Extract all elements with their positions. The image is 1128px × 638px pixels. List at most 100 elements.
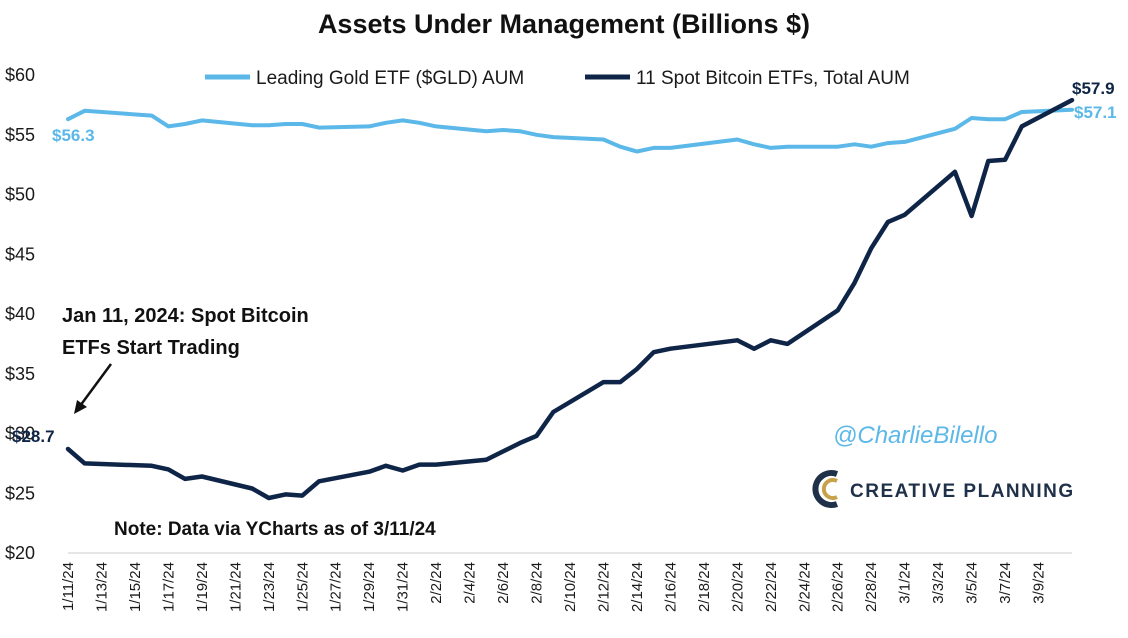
data-note: Note: Data via YCharts as of 3/11/24	[114, 519, 436, 540]
data-point-gold-etf	[166, 124, 170, 128]
annotation-arrow-icon	[74, 363, 113, 414]
x-tick-label: 2/18/24	[696, 562, 713, 612]
y-tick-label: $40	[5, 304, 35, 324]
bitcoin-start-label: $28.7	[12, 427, 55, 446]
x-tick-label: 1/19/24	[194, 562, 211, 612]
data-point-bitcoin-etfs	[83, 461, 87, 465]
y-tick-label: $60	[5, 65, 35, 85]
data-point-bitcoin-etfs	[769, 338, 773, 342]
y-axis: $20 $25 $30 $35 $40 $45 $50 $55 $60	[5, 65, 35, 563]
data-point-bitcoin-etfs	[401, 469, 405, 472]
data-point-gold-etf	[853, 142, 856, 146]
data-point-gold-etf	[518, 129, 522, 133]
data-point-gold-etf	[250, 123, 254, 127]
x-tick-label: 1/13/24	[93, 562, 110, 612]
data-point-bitcoin-etfs	[535, 434, 538, 438]
data-point-bitcoin-etfs	[300, 494, 304, 498]
data-point-bitcoin-etfs	[970, 214, 974, 218]
x-tick-label: 2/22/24	[763, 562, 780, 612]
data-point-gold-etf	[602, 138, 605, 141]
data-point-gold-etf	[635, 150, 639, 153]
data-point-gold-etf	[652, 146, 656, 150]
data-point-bitcoin-etfs	[183, 477, 187, 481]
data-point-bitcoin-etfs	[752, 347, 756, 351]
data-point-gold-etf	[401, 118, 405, 122]
x-tick-label: 3/7/24	[997, 562, 1014, 604]
x-tick-label: 1/31/24	[395, 562, 412, 612]
x-tick-label: 1/29/24	[361, 562, 378, 612]
data-point-bitcoin-etfs	[836, 308, 840, 312]
data-point-bitcoin-etfs	[417, 463, 421, 467]
legend: Leading Gold ETF ($GLD) AUM 11 Spot Bitc…	[205, 68, 910, 89]
data-point-bitcoin-etfs	[602, 380, 605, 384]
x-tick-label: 1/11/24	[60, 562, 77, 611]
x-tick-label: 2/14/24	[629, 562, 646, 612]
data-point-bitcoin-etfs	[652, 350, 656, 354]
creative-planning-logo-icon	[812, 470, 839, 508]
data-point-bitcoin-etfs	[668, 347, 672, 351]
x-tick-label: 2/10/24	[562, 562, 579, 612]
data-point-bitcoin-etfs	[317, 479, 321, 483]
data-point-gold-etf	[986, 117, 990, 121]
data-point-gold-etf	[434, 124, 438, 128]
data-point-bitcoin-etfs	[1070, 98, 1074, 102]
legend-label-gold: Leading Gold ETF ($GLD) AUM	[256, 68, 524, 89]
data-point-gold-etf	[551, 135, 555, 139]
data-point-bitcoin-etfs	[886, 220, 890, 224]
y-tick-label: $35	[5, 364, 35, 384]
data-point-bitcoin-etfs	[150, 464, 154, 468]
data-point-bitcoin-etfs	[200, 475, 204, 478]
data-point-gold-etf	[417, 121, 421, 125]
data-point-bitcoin-etfs	[284, 492, 287, 496]
data-point-gold-etf	[384, 121, 388, 125]
data-point-gold-etf	[618, 145, 622, 149]
data-point-bitcoin-etfs	[1003, 158, 1007, 162]
data-point-gold-etf	[150, 114, 154, 118]
data-point-bitcoin-etfs	[434, 463, 438, 467]
data-point-gold-etf	[886, 141, 890, 145]
x-axis: 1/11/24 1/13/24 1/15/24 1/17/24 1/19/24 1/21/…	[60, 552, 1072, 612]
data-point-bitcoin-etfs	[786, 342, 789, 346]
gold-end-label: $57.1	[1074, 103, 1117, 122]
x-tick-label: 3/5/24	[964, 562, 981, 604]
data-point-bitcoin-etfs	[501, 449, 505, 453]
data-point-gold-etf	[836, 145, 840, 149]
annotation: Jan 11, 2024: Spot Bitcoin ETFs Start Tr…	[62, 305, 309, 414]
data-point-gold-etf	[267, 123, 271, 127]
data-point-gold-etf	[66, 117, 70, 121]
data-point-bitcoin-etfs	[267, 496, 271, 500]
series-layer	[65, 97, 1075, 501]
x-tick-label: 1/27/24	[328, 562, 345, 612]
y-tick-label: $30	[5, 424, 35, 444]
data-point-bitcoin-etfs	[166, 467, 170, 471]
gold-start-label: $56.3	[52, 126, 95, 145]
x-tick-label: 2/28/24	[863, 562, 880, 612]
data-point-gold-etf	[752, 142, 756, 146]
data-point-bitcoin-etfs	[66, 447, 70, 451]
data-point-bitcoin-etfs	[250, 487, 254, 490]
data-point-bitcoin-etfs	[903, 213, 907, 217]
data-point-gold-etf	[284, 122, 287, 126]
x-tick-label: 2/8/24	[529, 562, 546, 604]
y-tick-label: $25	[5, 483, 35, 503]
company-name: CREATIVE PLANNING	[850, 481, 1075, 502]
x-tick-label: 3/1/24	[897, 562, 914, 604]
x-tick-label: 1/25/24	[294, 562, 311, 612]
data-point-gold-etf	[535, 133, 538, 137]
data-point-bitcoin-etfs	[869, 246, 873, 250]
legend-label-bitcoin: 11 Spot Bitcoin ETFs, Total AUM	[636, 68, 910, 89]
data-point-gold-etf	[735, 138, 739, 141]
y-tick-label: $45	[5, 244, 35, 264]
data-point-gold-etf	[786, 145, 789, 149]
data-point-bitcoin-etfs	[953, 170, 957, 174]
twitter-handle: @CharlieBilello	[833, 422, 997, 449]
y-tick-label: $20	[5, 543, 35, 563]
series-line-gold-etf	[66, 107, 1074, 154]
data-point-bitcoin-etfs	[986, 159, 990, 163]
data-point-bitcoin-etfs	[1020, 124, 1024, 128]
x-tick-label: 1/17/24	[160, 562, 177, 612]
data-point-gold-etf	[1020, 110, 1024, 114]
data-point-gold-etf	[970, 116, 974, 120]
data-point-gold-etf	[317, 126, 321, 130]
